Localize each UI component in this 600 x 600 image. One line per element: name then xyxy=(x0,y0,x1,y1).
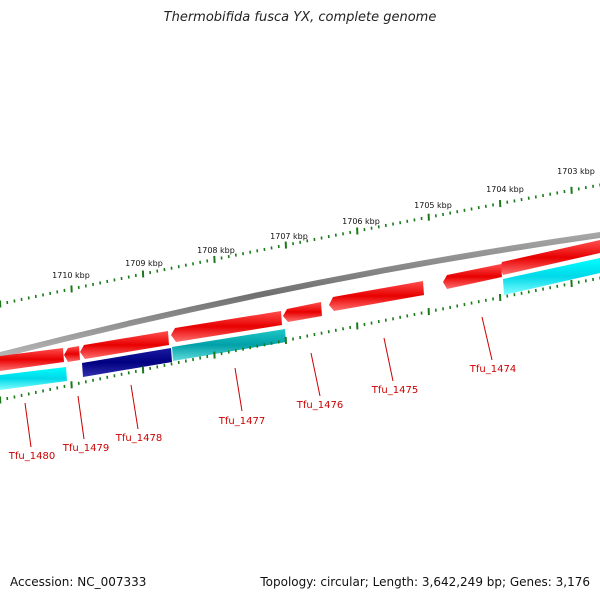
ruler-label-1703: 1703 kbp xyxy=(557,167,595,176)
cds-cyan-right xyxy=(503,258,600,295)
reverse-strand-genes xyxy=(0,258,600,390)
leader-tfu1480 xyxy=(24,402,32,448)
ruler-label-1705: 1705 kbp xyxy=(414,201,452,210)
ruler-label-1704: 1704 kbp xyxy=(486,185,524,194)
leader-tfu1478 xyxy=(130,384,139,430)
gene-arrow-fwd-a xyxy=(443,264,502,289)
map-title: Thermobifida fusca YX, complete genome xyxy=(163,10,437,25)
cds-cyan-left xyxy=(0,367,67,390)
gene-arrow-fwd-d xyxy=(171,311,282,342)
genome-backbone xyxy=(0,232,600,358)
ruler-label-1708: 1708 kbp xyxy=(197,246,235,255)
cds-navy xyxy=(82,348,172,377)
gene-label-tfu1474[interactable]: Tfu_1474 xyxy=(469,364,516,375)
leader-tfu1476 xyxy=(310,352,321,397)
gene-leader-lines xyxy=(24,316,493,448)
accession-text: Accession: NC_007333 xyxy=(10,575,147,589)
gene-label-tfu1476[interactable]: Tfu_1476 xyxy=(296,400,343,411)
leader-tfu1477 xyxy=(234,367,243,412)
leader-tfu1475 xyxy=(383,337,394,382)
gene-arrow-fwd-b xyxy=(329,281,424,311)
gene-arrow-1474-block xyxy=(500,240,600,275)
gene-label-tfu1478[interactable]: Tfu_1478 xyxy=(115,433,162,444)
gene-label-tfu1479[interactable]: Tfu_1479 xyxy=(62,443,109,454)
forward-strand-genes xyxy=(0,240,600,371)
ruler-label-1706: 1706 kbp xyxy=(342,217,380,226)
gene-arrow-fwd-g xyxy=(0,348,64,371)
ruler-label-1710: 1710 kbp xyxy=(52,271,90,280)
gene-label-tfu1477[interactable]: Tfu_1477 xyxy=(218,416,265,427)
leader-tfu1479 xyxy=(77,395,85,440)
ruler-label-1707: 1707 kbp xyxy=(270,232,308,241)
gene-arrow-fwd-e xyxy=(80,331,169,359)
leader-tfu1474 xyxy=(481,316,493,361)
cds-teal xyxy=(172,329,286,361)
gene-arrow-fwd-c xyxy=(283,302,322,322)
gene-arrow-fwd-f xyxy=(64,346,80,362)
ruler-label-1709: 1709 kbp xyxy=(125,259,163,268)
gene-label-tfu1475[interactable]: Tfu_1475 xyxy=(371,385,418,396)
position-ruler xyxy=(0,183,600,308)
inner-ruler xyxy=(0,276,600,404)
topology-summary: Topology: circular; Length: 3,642,249 bp… xyxy=(260,575,590,589)
gene-label-tfu1480[interactable]: Tfu_1480 xyxy=(8,451,55,462)
